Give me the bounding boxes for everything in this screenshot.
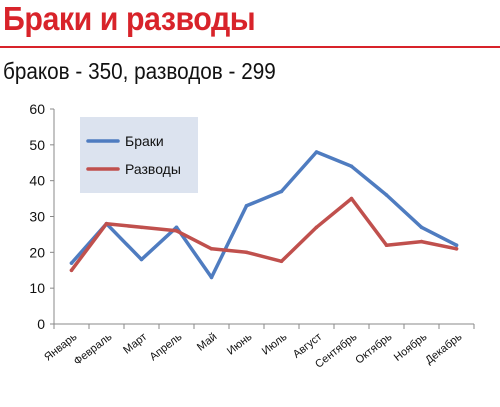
data-point [279,259,284,264]
data-point [419,239,424,244]
data-point [314,150,319,154]
data-point [174,229,179,233]
data-point [279,189,284,194]
page-subtitle: браков - 350, разводов - 299 [3,58,276,84]
x-tick-label: Февраль [72,331,115,368]
y-tick-label: 40 [29,173,45,189]
y-tick-label: 0 [37,316,45,332]
x-tick-label: Июнь [225,331,255,358]
x-tick-label: Май [195,331,219,354]
data-point [69,268,74,273]
data-point [314,225,319,230]
x-tick-label: Март [121,331,149,357]
series-line [69,196,459,273]
y-tick-label: 60 [29,101,45,117]
series-line [69,150,459,280]
legend-label: Разводы [125,161,181,177]
x-tick-label: Декабрь [423,331,464,367]
y-tick-label: 20 [29,244,45,260]
y-tick-label: 10 [29,280,45,296]
data-point [454,243,459,247]
chart-legend: Браки Разводы [80,117,198,193]
data-point [349,164,354,169]
data-point [419,225,424,230]
data-point [384,243,389,247]
data-point [139,225,144,230]
legend-label: Браки [125,133,164,149]
data-point [69,261,74,265]
data-point [104,221,109,226]
x-tick-label: Апрель [148,331,185,364]
data-point [384,193,389,197]
data-point [209,275,214,280]
x-tick-label: Июль [260,331,290,358]
data-point [454,247,459,251]
data-point [209,247,214,251]
chart-series [69,150,459,280]
y-tick-label: 30 [29,209,45,225]
page-title: Браки и разводы [3,0,256,37]
data-point [174,225,179,230]
title-divider [0,46,500,48]
y-tick-label: 50 [29,137,45,153]
data-point [139,257,144,262]
x-tick-label: Октябрь [353,331,394,367]
data-point [244,204,249,208]
data-point [349,196,354,201]
data-point [244,250,249,255]
legend-box [80,117,198,193]
